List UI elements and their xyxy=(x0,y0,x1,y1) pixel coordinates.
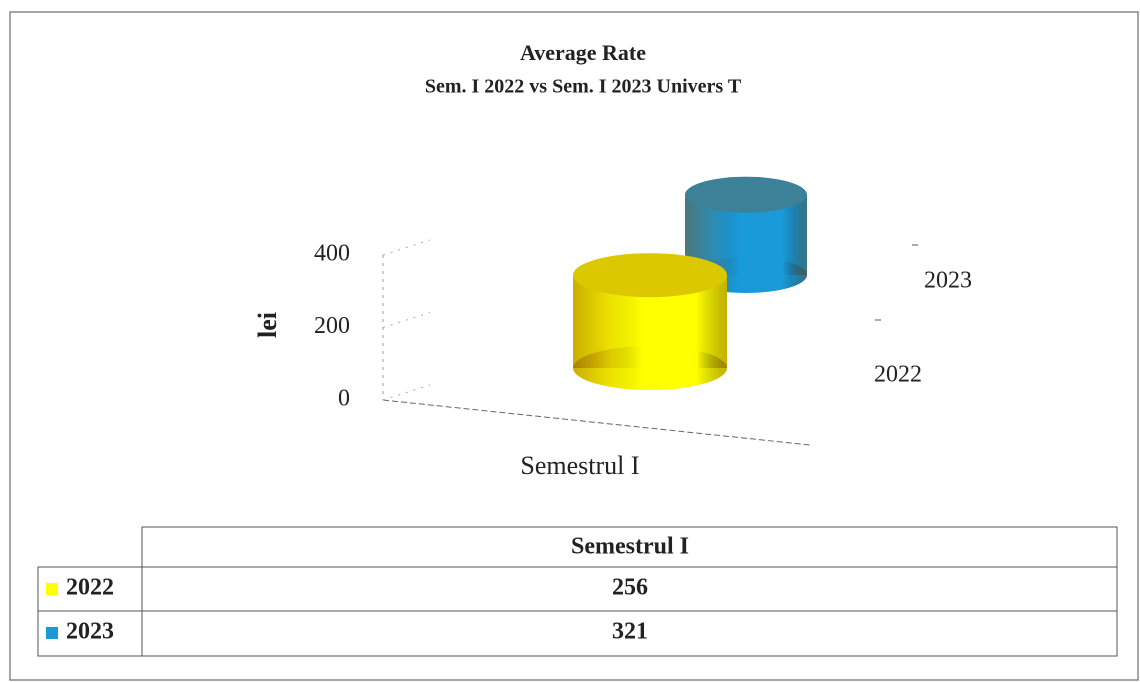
grid-line xyxy=(382,239,431,256)
cylinder-top-shade xyxy=(573,253,727,298)
table-header: Semestrul I xyxy=(571,534,689,560)
cylinder xyxy=(573,253,727,390)
y-axis-label: lei xyxy=(253,312,282,338)
legend-swatch xyxy=(46,627,58,639)
y-tick-label: 400 xyxy=(314,241,350,267)
legend-swatch xyxy=(46,583,58,595)
x-tick-label: Semestrul I xyxy=(520,451,639,480)
legend-label: 2023 xyxy=(66,619,114,645)
chart-subtitle: Sem. I 2022 vs Sem. I 2023 Univers T xyxy=(425,76,742,98)
cylinder-top-shade xyxy=(685,176,807,213)
floor-edge xyxy=(382,399,811,446)
table-value: 321 xyxy=(612,619,648,645)
depth-label: 2022 xyxy=(874,362,922,388)
data-table: Semestrul I 2022 256 2023 321 xyxy=(37,526,1118,657)
grid-line xyxy=(382,312,431,328)
grid-line xyxy=(382,384,431,401)
y-tick-label: 200 xyxy=(314,313,350,339)
depth-label: 2023 xyxy=(924,268,972,294)
cylinder-top xyxy=(573,253,727,298)
table-value: 256 xyxy=(612,575,648,601)
legend-label: 2022 xyxy=(66,575,114,601)
cylinder-top xyxy=(685,176,807,213)
y-tick-label: 0 xyxy=(338,386,350,412)
frame xyxy=(9,11,1139,681)
chart-title: Average Rate xyxy=(520,40,646,65)
